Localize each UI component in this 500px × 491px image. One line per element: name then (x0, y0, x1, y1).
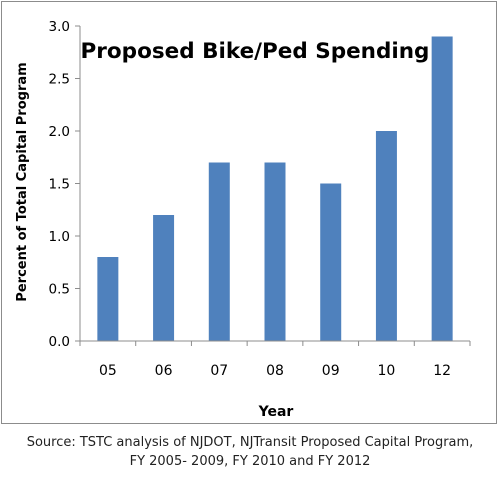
chart-title: Proposed Bike/Ped Spending (81, 39, 430, 64)
y-tick-label: 2.5 (49, 72, 70, 88)
y-tick-label: 0.5 (49, 282, 70, 298)
bar-06 (153, 215, 175, 341)
y-tick-label: 1.0 (49, 229, 70, 245)
bar-07 (208, 162, 230, 341)
y-tick-label: 0.0 (49, 334, 70, 350)
bars (97, 36, 453, 341)
bar-10 (375, 131, 397, 341)
x-tick-label: 07 (210, 363, 228, 379)
x-tick-label: 06 (155, 363, 173, 379)
bar-09 (320, 183, 342, 341)
bar-08 (264, 162, 286, 341)
x-tick-label: 09 (322, 363, 340, 379)
x-tick-label: 05 (99, 363, 117, 379)
y-tick-label: 1.5 (49, 177, 70, 193)
source-note-line-1: Source: TSTC analysis of NJDOT, NJTransi… (26, 435, 474, 450)
y-tick-label: 2.0 (49, 124, 70, 140)
x-axis-ticks: 05 06 07 08 09 10 12 (79, 341, 471, 379)
x-tick-label: 12 (433, 363, 451, 379)
x-tick-label: 10 (378, 363, 396, 379)
source-note-line-2: FY 2005- 2009, FY 2010 and FY 2012 (129, 454, 371, 469)
bar-chart: 0.0 0.5 1.0 1.5 2.0 2.5 3.0 05 06 07 08 09 10 12 Pro… (15, 19, 471, 420)
x-axis-label: Year (258, 404, 294, 420)
chart-frame (1, 1, 497, 424)
x-tick-label: 08 (266, 363, 284, 379)
y-axis-ticks: 0.0 0.5 1.0 1.5 2.0 2.5 3.0 (49, 19, 80, 350)
bar-05 (97, 257, 119, 341)
y-tick-label: 3.0 (49, 19, 70, 35)
y-axis-label: Percent of Total Capital Program (15, 62, 30, 301)
bar-12 (431, 36, 453, 341)
source-note: Source: TSTC analysis of NJDOT, NJTransi… (0, 433, 500, 471)
